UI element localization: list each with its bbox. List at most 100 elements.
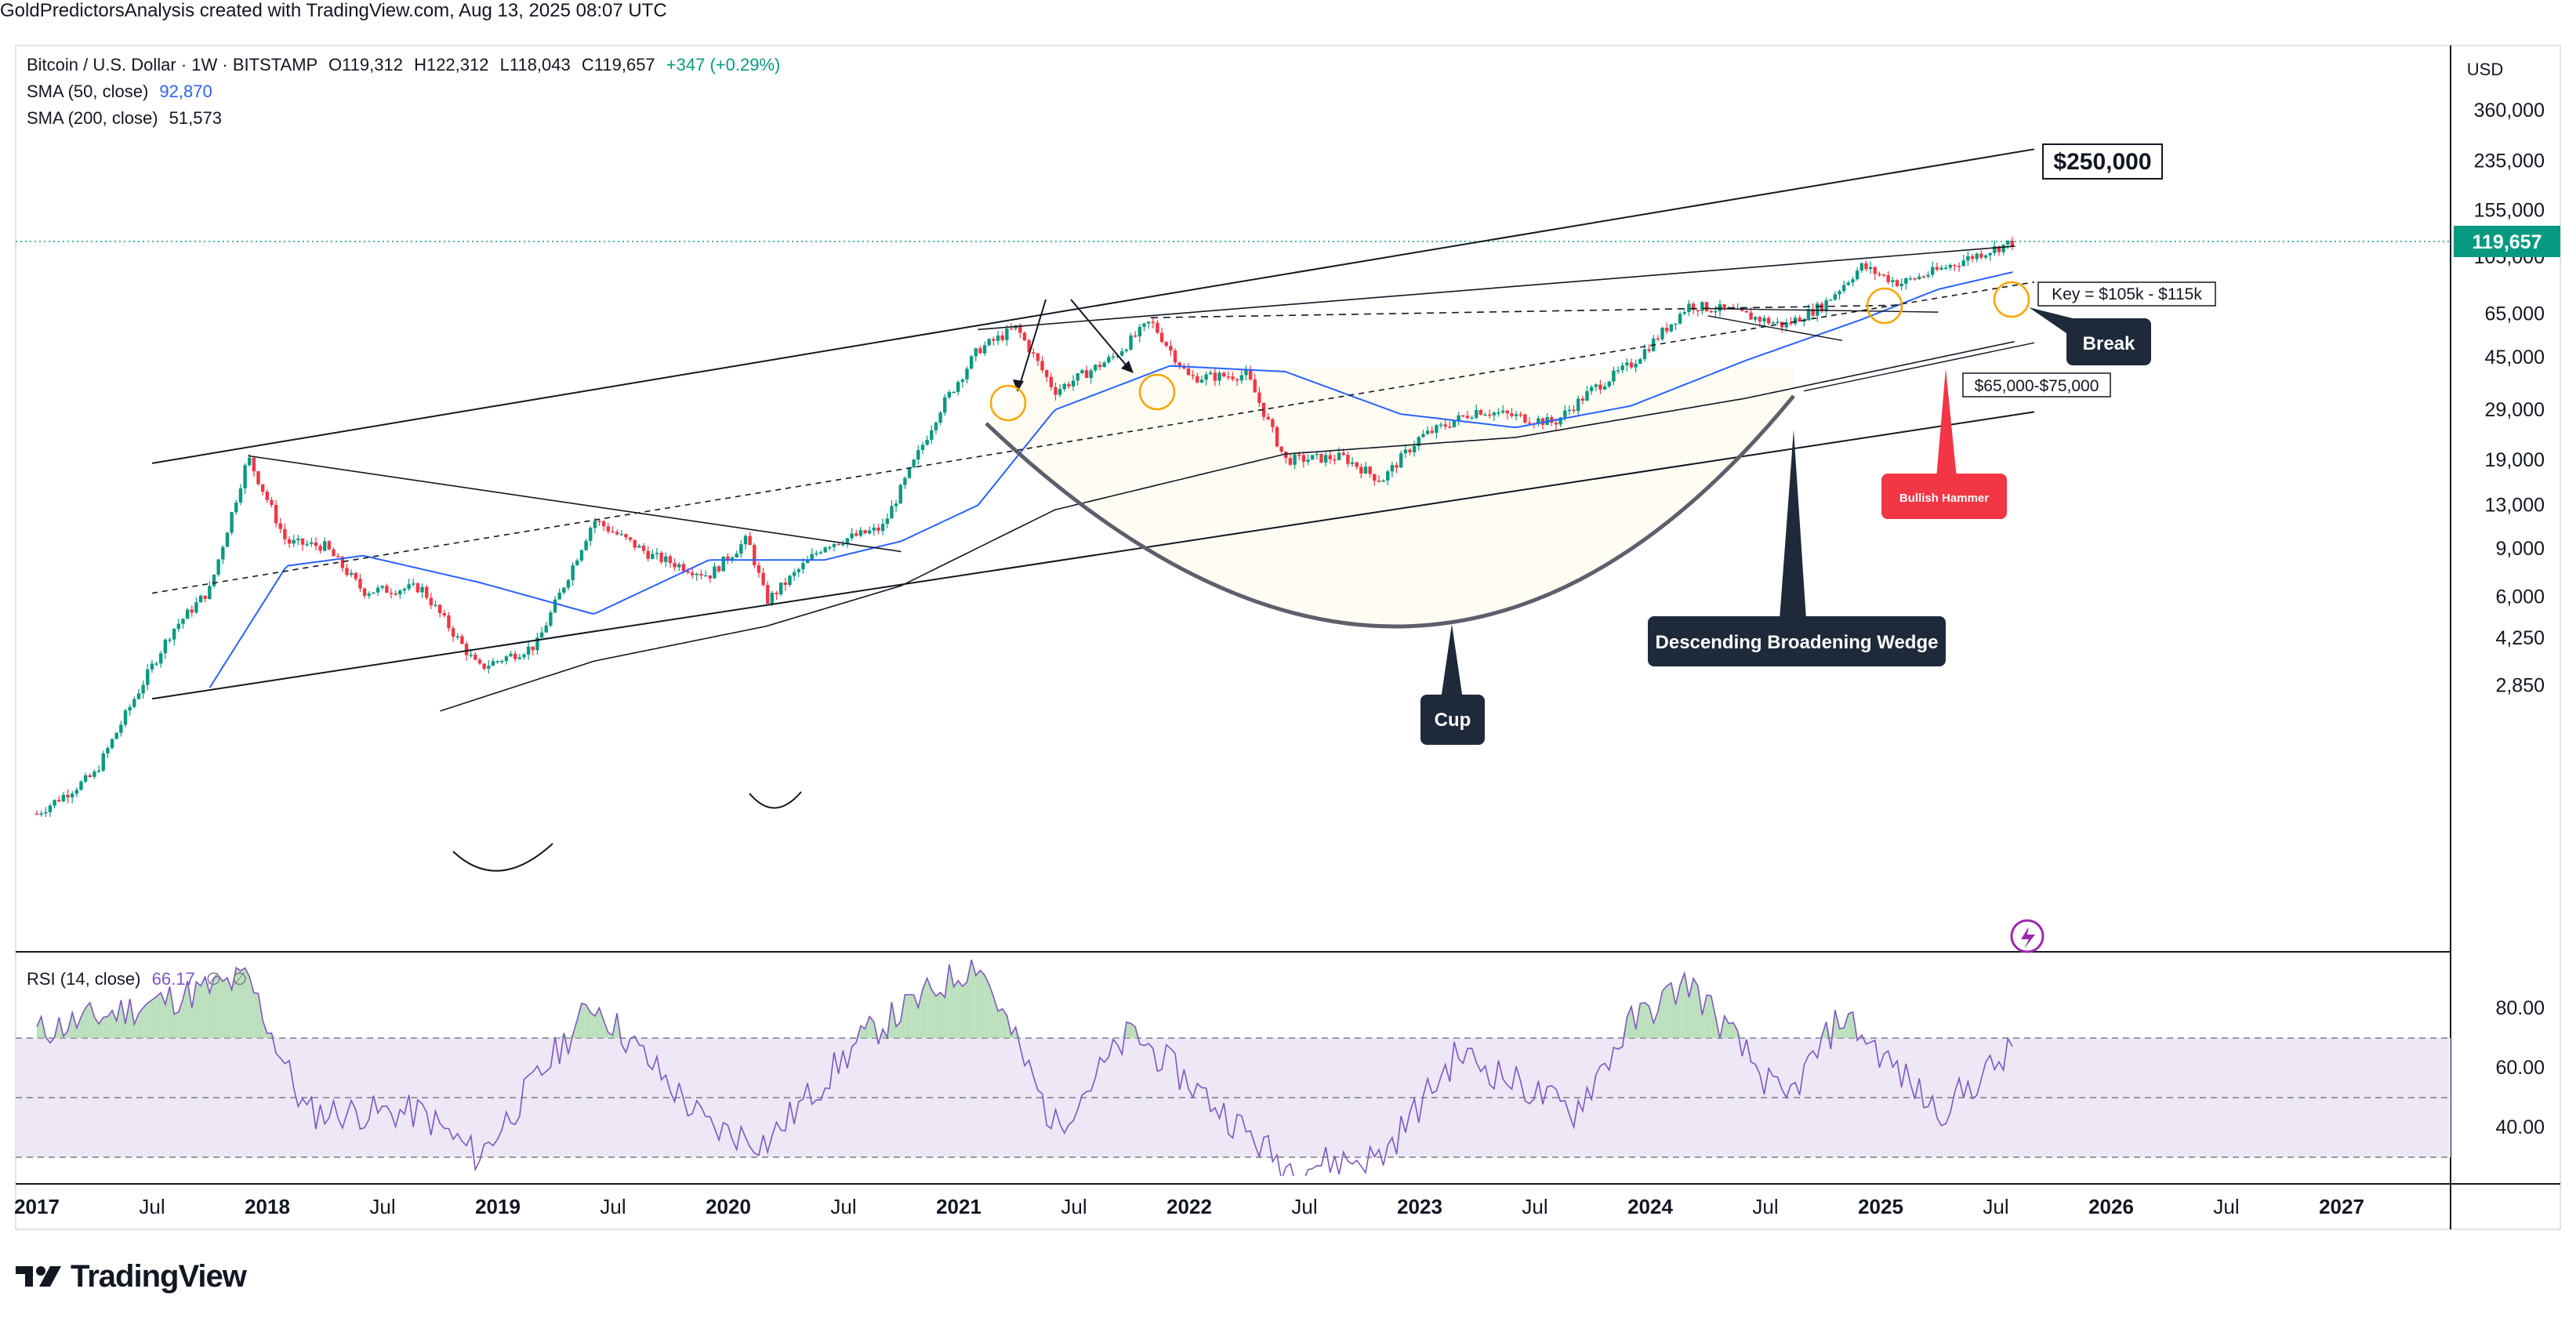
candle-body[interactable] <box>1399 453 1403 468</box>
candle-body[interactable] <box>553 599 557 613</box>
candle-body[interactable] <box>394 594 397 595</box>
candle-body[interactable] <box>1363 466 1368 474</box>
candle-body[interactable] <box>1607 381 1611 387</box>
target-label-box[interactable] <box>2042 143 2163 180</box>
candle-body[interactable] <box>982 345 987 354</box>
candle-body[interactable] <box>1195 376 1199 383</box>
cup-callout-box[interactable] <box>1420 695 1485 745</box>
candle-body[interactable] <box>1217 372 1221 381</box>
candle-body[interactable] <box>1368 466 1372 474</box>
candle-body[interactable] <box>735 554 738 558</box>
candle-body[interactable] <box>615 532 619 535</box>
candle-body[interactable] <box>71 793 74 798</box>
candle-body[interactable] <box>509 653 513 657</box>
candle-body[interactable] <box>101 753 105 771</box>
candle-body[interactable] <box>1585 390 1589 401</box>
candle-body[interactable] <box>327 541 332 550</box>
candle-body[interactable] <box>1776 321 1780 323</box>
candle-body[interactable] <box>1602 386 1607 390</box>
candle-body[interactable] <box>1355 462 1359 467</box>
candle-body[interactable] <box>389 593 394 594</box>
candle-body[interactable] <box>912 459 916 468</box>
candle-body[interactable] <box>1373 474 1377 481</box>
candle-body[interactable] <box>1820 303 1824 311</box>
candle-body[interactable] <box>637 546 641 548</box>
candle-body[interactable] <box>1979 253 1983 258</box>
candle-body[interactable] <box>93 771 96 777</box>
candle-body[interactable] <box>39 813 43 815</box>
candle-body[interactable] <box>783 582 788 586</box>
candle-body[interactable] <box>1580 398 1585 401</box>
candle-body[interactable] <box>1878 274 1881 275</box>
candle-body[interactable] <box>1948 264 1952 268</box>
candle-body[interactable] <box>1134 335 1137 337</box>
candle-body[interactable] <box>260 484 265 492</box>
candle-body[interactable] <box>796 569 800 572</box>
candle-body[interactable] <box>1780 321 1784 328</box>
candle-body[interactable] <box>686 571 690 573</box>
candle-body[interactable] <box>1961 260 1965 267</box>
candle-body[interactable] <box>437 604 442 614</box>
candle-body[interactable] <box>415 583 420 593</box>
triangle-upper-line[interactable] <box>248 455 902 553</box>
candle-body[interactable] <box>1239 375 1243 381</box>
candle-body[interactable] <box>872 527 876 531</box>
candle-body[interactable] <box>1647 349 1651 351</box>
candle-body[interactable] <box>699 574 703 576</box>
candle-body[interactable] <box>234 502 238 513</box>
candle-body[interactable] <box>566 579 571 588</box>
candle-body[interactable] <box>1851 279 1855 283</box>
candle-body[interactable] <box>1846 282 1851 285</box>
candle-body[interactable] <box>1908 278 1913 280</box>
candle-body[interactable] <box>1448 427 1452 428</box>
candle-body[interactable] <box>1271 419 1275 427</box>
candle-body[interactable] <box>1151 321 1155 323</box>
candle-body[interactable] <box>1430 430 1434 433</box>
candle-body[interactable] <box>673 563 677 568</box>
candle-body[interactable] <box>810 554 814 560</box>
wedge-lower-channel[interactable] <box>1803 342 2035 392</box>
candle-body[interactable] <box>1669 324 1674 332</box>
candle-body[interactable] <box>473 655 477 660</box>
channel-upper-line[interactable] <box>151 148 2035 464</box>
candle-body[interactable] <box>854 533 858 536</box>
candle-body[interactable] <box>1045 370 1049 377</box>
candle-body[interactable] <box>938 412 942 423</box>
candle-body[interactable] <box>1798 318 1801 322</box>
candle-body[interactable] <box>1222 372 1226 376</box>
candle-body[interactable] <box>1838 291 1841 295</box>
candle-body[interactable] <box>185 609 190 619</box>
candle-body[interactable] <box>132 699 136 707</box>
candle-body[interactable] <box>717 566 721 572</box>
candle-body[interactable] <box>1071 380 1076 387</box>
candle-body[interactable] <box>88 775 92 777</box>
hammer-callout-box[interactable] <box>1881 474 2007 519</box>
candle-body[interactable] <box>850 533 854 539</box>
candle-body[interactable] <box>801 563 805 570</box>
candle-body[interactable] <box>978 348 982 354</box>
candle-body[interactable] <box>136 693 141 699</box>
candle-body[interactable] <box>1921 276 1926 278</box>
candle-body[interactable] <box>1465 416 1470 419</box>
candle-body[interactable] <box>1674 323 1678 325</box>
candle-body[interactable] <box>1022 332 1027 341</box>
key-zone-box[interactable] <box>2037 281 2216 307</box>
candle-body[interactable] <box>402 588 407 591</box>
candle-body[interactable] <box>1173 350 1177 363</box>
candle-body[interactable] <box>1594 384 1598 387</box>
candle-body[interactable] <box>1935 267 1939 270</box>
candle-body[interactable] <box>1386 471 1390 481</box>
candle-body[interactable] <box>898 485 902 504</box>
candle-body[interactable] <box>1483 414 1487 416</box>
candle-body[interactable] <box>1953 264 1957 267</box>
neckline-upper[interactable] <box>978 245 2015 331</box>
candle-body[interactable] <box>61 794 66 802</box>
candle-body[interactable] <box>651 554 655 559</box>
candle-body[interactable] <box>597 521 601 522</box>
candle-body[interactable] <box>1457 415 1460 422</box>
candle-body[interactable] <box>770 592 775 604</box>
candle-body[interactable] <box>1062 383 1066 390</box>
candle-body[interactable] <box>451 628 455 637</box>
candle-body[interactable] <box>589 528 593 541</box>
